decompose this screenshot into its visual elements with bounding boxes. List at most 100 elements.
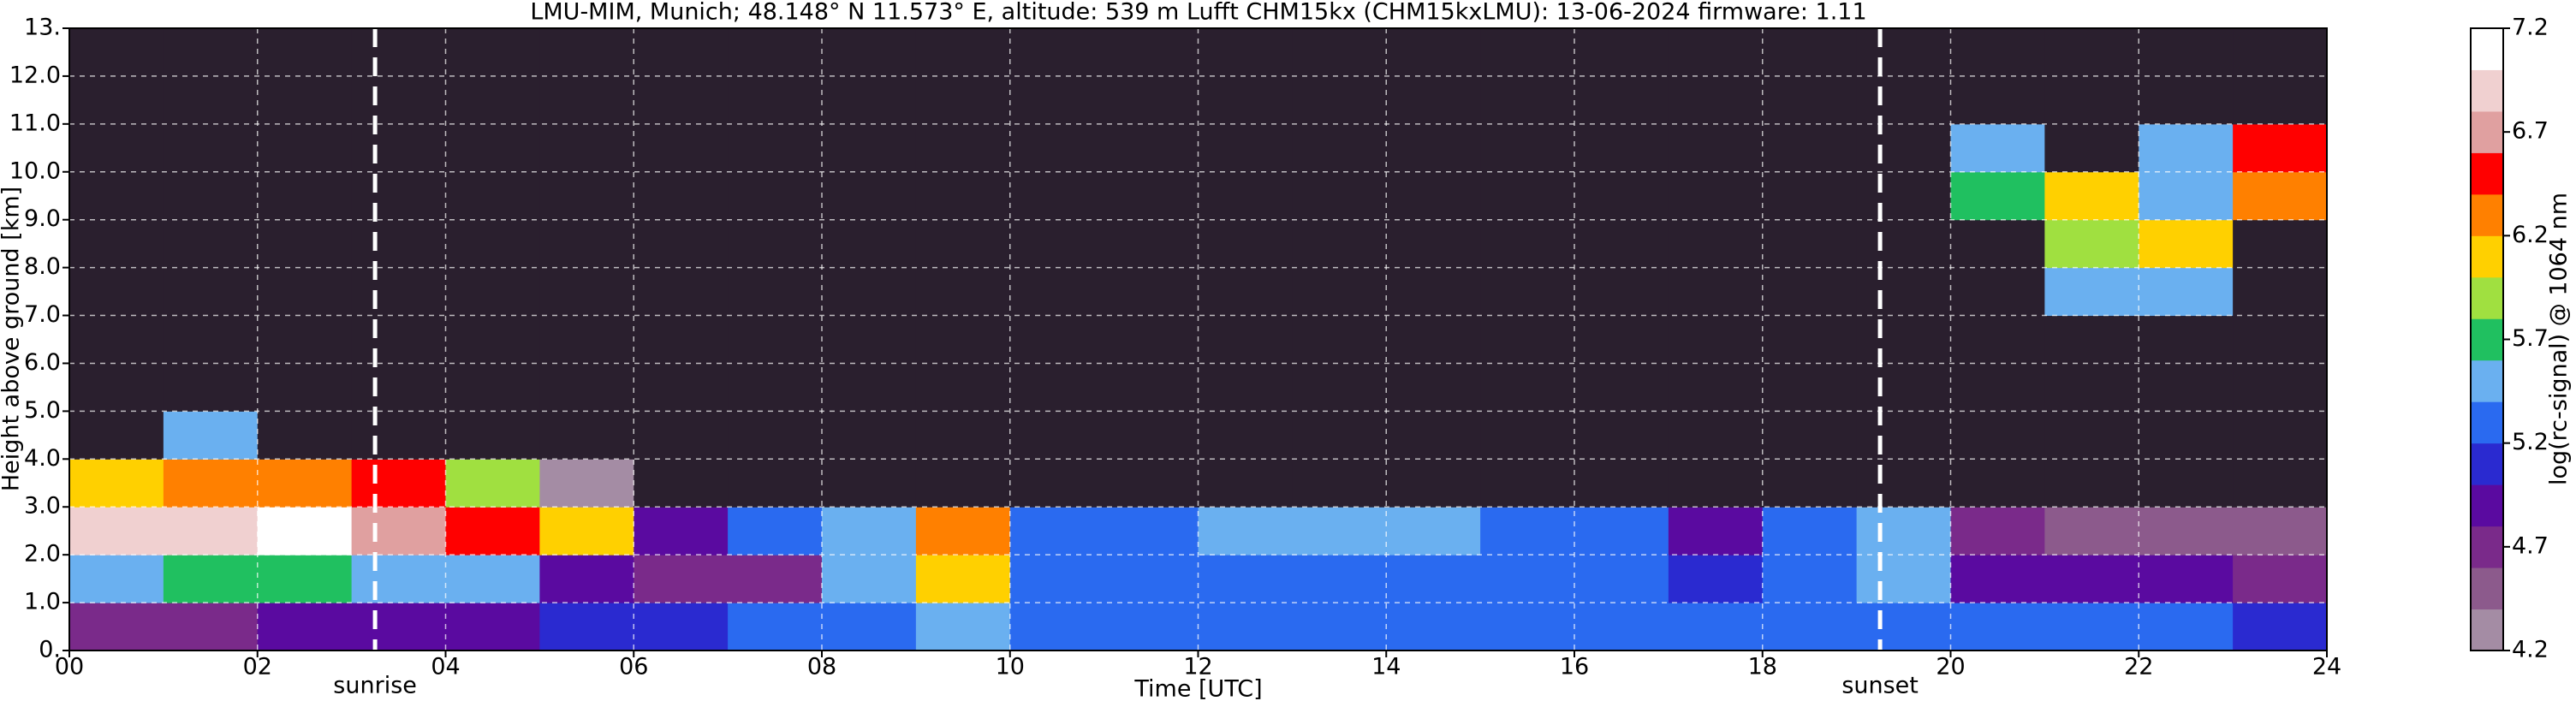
heatmap-cell bbox=[163, 411, 259, 460]
heatmap-cell bbox=[163, 28, 259, 77]
heatmap-cell bbox=[2139, 555, 2234, 603]
heatmap-cell bbox=[2233, 507, 2328, 556]
heatmap-cell bbox=[1856, 123, 1951, 173]
heatmap-cell bbox=[1668, 603, 1764, 651]
heatmap-cell bbox=[539, 28, 634, 77]
heatmap-cell bbox=[1762, 555, 1858, 603]
x-tick-label: 18 bbox=[1748, 654, 1777, 680]
heatmap-cell bbox=[351, 75, 446, 125]
x-tick-label: 24 bbox=[2312, 654, 2341, 680]
heatmap-cell bbox=[1762, 507, 1858, 556]
heatmap-cell bbox=[2044, 411, 2139, 460]
heatmap-cell bbox=[1856, 555, 1951, 603]
heatmap-cell bbox=[69, 363, 164, 412]
heatmap-cell bbox=[1574, 28, 1669, 77]
heatmap-cell bbox=[1009, 315, 1105, 364]
heatmap-cell bbox=[351, 315, 446, 364]
colorbar-segment bbox=[2471, 28, 2503, 70]
heatmap-cell bbox=[1386, 28, 1481, 77]
heatmap-cell bbox=[351, 123, 446, 173]
heatmap-cell bbox=[728, 267, 823, 317]
heatmap-cell bbox=[1668, 459, 1764, 508]
heatmap-cell bbox=[163, 75, 259, 125]
y-tick-label: 7.0 bbox=[24, 301, 61, 328]
y-tick-label: 0. bbox=[39, 637, 61, 663]
heatmap-cell bbox=[1386, 603, 1481, 651]
x-tick-label: 20 bbox=[1936, 654, 1965, 680]
heatmap-cell bbox=[351, 459, 446, 508]
heatmap-cell bbox=[69, 28, 164, 77]
heatmap-cell bbox=[1104, 363, 1199, 412]
heatmap-cell bbox=[1668, 555, 1764, 603]
heatmap-cell bbox=[1574, 459, 1669, 508]
heatmap-cell bbox=[69, 603, 164, 651]
heatmap-cell bbox=[1104, 555, 1199, 603]
colorbar-tick-label: 5.2 bbox=[2512, 429, 2549, 455]
heatmap-cell bbox=[1950, 315, 2045, 364]
heatmap-cell bbox=[351, 603, 446, 651]
heatmap-cell bbox=[822, 363, 917, 412]
heatmap-cell bbox=[1198, 459, 1293, 508]
heatmap-cell bbox=[1856, 315, 1951, 364]
heatmap-cell bbox=[539, 315, 634, 364]
heatmap-cell bbox=[728, 603, 823, 651]
heatmap-cell bbox=[69, 219, 164, 269]
heatmap-cell bbox=[1762, 75, 1858, 125]
heatmap-cell bbox=[1856, 28, 1951, 77]
heatmap-cell bbox=[1762, 411, 1858, 460]
heatmap-cell bbox=[351, 28, 446, 77]
heatmap-cell bbox=[1950, 411, 2045, 460]
heatmap-cell bbox=[1104, 267, 1199, 317]
heatmap-cell bbox=[539, 507, 634, 556]
heatmap-cell bbox=[1386, 171, 1481, 221]
heatmap-cell bbox=[1574, 411, 1669, 460]
heatmap-cell bbox=[915, 75, 1011, 125]
heatmap-cell bbox=[257, 171, 353, 221]
heatmap-cell bbox=[1292, 507, 1387, 556]
heatmap-cell bbox=[1668, 507, 1764, 556]
heatmap-cell bbox=[915, 219, 1011, 269]
heatmap-cell bbox=[2139, 267, 2234, 317]
heatmap-cell bbox=[2233, 555, 2328, 603]
x-tick-label: 08 bbox=[807, 654, 836, 680]
heatmap-cell bbox=[2233, 315, 2328, 364]
heatmap-cell bbox=[1009, 507, 1105, 556]
heatmap-cell bbox=[1104, 411, 1199, 460]
heatmap-cell bbox=[728, 75, 823, 125]
heatmap-cell bbox=[445, 363, 540, 412]
heatmap-cell bbox=[1104, 507, 1199, 556]
heatmap-cell bbox=[1009, 123, 1105, 173]
heatmap-cell bbox=[915, 123, 1011, 173]
heatmap-cell bbox=[634, 171, 729, 221]
heatmap-cell bbox=[1668, 123, 1764, 173]
heatmap-cell bbox=[634, 363, 729, 412]
heatmap-cell bbox=[257, 267, 353, 317]
heatmap-cell bbox=[1386, 315, 1481, 364]
heatmap-cell bbox=[1668, 267, 1764, 317]
heatmap-cell bbox=[1856, 459, 1951, 508]
colorbar-tick-label: 7.2 bbox=[2512, 15, 2549, 41]
heatmap-cell bbox=[1386, 123, 1481, 173]
heatmap-cell bbox=[163, 171, 259, 221]
heatmap-cell bbox=[1104, 603, 1199, 651]
heatmap-cell bbox=[1950, 28, 2045, 77]
heatmap-cell bbox=[2044, 459, 2139, 508]
heatmap-cell bbox=[634, 507, 729, 556]
heatmap-cell bbox=[2233, 411, 2328, 460]
heatmap-cell bbox=[1386, 459, 1481, 508]
heatmap-cell bbox=[1856, 219, 1951, 269]
heatmap-cell bbox=[1574, 315, 1669, 364]
heatmap-cell bbox=[1292, 363, 1387, 412]
heatmap-cell bbox=[1198, 219, 1293, 269]
heatmap-cell bbox=[1668, 28, 1764, 77]
heatmap-cell bbox=[915, 363, 1011, 412]
y-tick-label: 1.0 bbox=[24, 589, 61, 615]
heatmap-cell bbox=[1198, 123, 1293, 173]
heatmap-cell bbox=[2139, 411, 2234, 460]
heatmap-cell bbox=[1386, 75, 1481, 125]
heatmap-cell bbox=[69, 123, 164, 173]
heatmap-cell bbox=[2233, 171, 2328, 221]
colorbar-segment bbox=[2471, 609, 2503, 651]
heatmap-cell bbox=[822, 219, 917, 269]
heatmap-cell bbox=[915, 555, 1011, 603]
